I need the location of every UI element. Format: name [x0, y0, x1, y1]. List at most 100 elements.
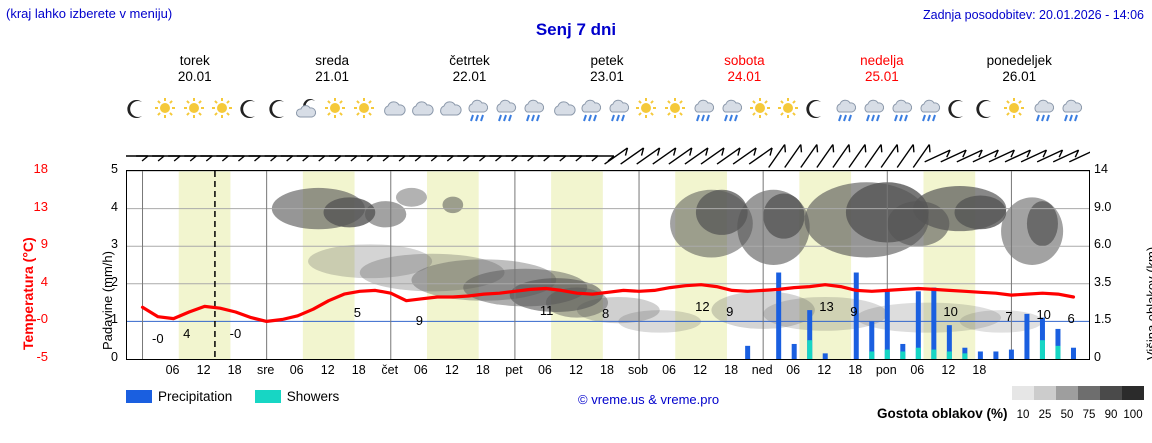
day-header-5: sobota 24.01: [676, 53, 813, 85]
x-tick-12-13: 12: [569, 363, 583, 377]
y-tick-temp-5: 18: [33, 161, 48, 176]
x-tick-12-1: 12: [196, 363, 211, 377]
temp-point-label: 10: [943, 304, 958, 320]
y-tick-temp-3: 9: [40, 236, 48, 252]
cloud-step-10: 10: [1016, 409, 1030, 421]
temp-point-label: 10: [1036, 307, 1051, 323]
x-tick-06-12: 06: [537, 363, 552, 377]
temp-point-label: 4: [183, 326, 191, 341]
day-date: 23.01: [590, 69, 624, 84]
y-tick-temp-4: 13: [33, 198, 48, 214]
y-tick-temp-0: -5: [36, 349, 48, 364]
y-tick-precip-1: 1: [111, 312, 118, 327]
cloud-swatch-75: [1078, 386, 1100, 400]
day-name: četrtek: [449, 53, 490, 68]
x-tick-12-9: 12: [444, 363, 459, 377]
weather-sun-icon: [1001, 96, 1033, 136]
weather-sun-icon: [662, 96, 694, 136]
weather-moon-icon: [803, 96, 835, 136]
day-header-1: torek 20.01: [126, 53, 263, 85]
x-tick-18-22: 18: [848, 363, 863, 377]
weather-moon-icon: [973, 96, 1005, 136]
weather-sun-icon: [181, 96, 213, 136]
weather-sun-icon: [152, 96, 184, 136]
x-tick-18-2: 18: [227, 363, 242, 377]
x-tick-18-10: 18: [475, 363, 490, 377]
weather-sun-icon: [747, 96, 779, 136]
y-tick-cloud-0: 0: [1094, 350, 1101, 364]
last-updated-label: Zadnja posodobitev: 20.01.2026 - 14:06: [922, 8, 1144, 22]
weather-rain-icon: [1030, 96, 1062, 136]
day-name: nedelja: [860, 53, 904, 68]
weather-cloud-icon: [549, 96, 581, 136]
weather-cloud-moon-icon: [294, 96, 326, 136]
temp-point-label: 8: [602, 306, 610, 322]
y-tick-temp-2: 4: [40, 273, 48, 289]
wind-barb-strip: [126, 144, 1090, 168]
temp-point-label: 9: [850, 304, 858, 320]
temp-point-label: 7: [1005, 309, 1013, 325]
cloud-swatch-100: [1122, 386, 1144, 400]
weather-rain-icon: [605, 96, 637, 136]
day-date: 21.01: [315, 69, 350, 84]
y-tick-cloud-5: 14: [1094, 162, 1108, 176]
cloud-step-75: 75: [1082, 409, 1096, 421]
day-name: petek: [590, 53, 624, 68]
cloud-step-100: 100: [1123, 409, 1143, 421]
y-tick-cloud-4: 9.0: [1094, 199, 1112, 214]
y-tick-cloud-3: 6.0: [1094, 237, 1112, 252]
y-tick-cloud-2: 3.5: [1094, 274, 1112, 289]
x-tick-06-0: 06: [165, 363, 180, 377]
legend-swatch-showers: [254, 390, 281, 404]
y-tick-precip-2: 2: [111, 274, 118, 289]
y-axis-title-precip-text: Padavine (mm/h): [100, 251, 115, 350]
y-tick-precip-3: 3: [111, 237, 118, 252]
temp-point-label: -0: [152, 330, 164, 346]
x-tick-06-4: 06: [289, 363, 304, 377]
weather-sun-icon: [209, 96, 241, 136]
y-axis-title-cloudheight: Višina oblakov (km): [1130, 190, 1152, 360]
x-tick-čet-7: čet: [381, 363, 399, 377]
weather-rain-icon: [464, 96, 496, 136]
weather-rain-icon: [860, 96, 892, 136]
temp-point-label: 11: [539, 302, 554, 318]
x-tick-12-17: 12: [693, 363, 708, 377]
cloud-density-title: Gostota oblakov (%): [877, 406, 1008, 421]
day-date: 20.01: [177, 69, 212, 84]
forecast-chart[interactable]: 4 -0 -0 5 9 11 8 12 9 13 9 10 7 10 6: [126, 170, 1090, 360]
x-tick-12-5: 12: [320, 363, 335, 377]
weather-cloud-icon: [407, 96, 439, 136]
x-tick-ned-19: ned: [751, 363, 773, 377]
x-tick-sre-3: sre: [256, 363, 275, 377]
location-menu-hint[interactable]: (kraj lahko izberete v meniju): [6, 6, 173, 21]
x-tick-12-21: 12: [817, 363, 832, 377]
cloud-density-legend: Gostota oblakov (%) 10 25 50 75 90 100: [877, 386, 1144, 423]
day-header-row: torek 20.01 sreda 21.01 četrtek 22.01 petek 23.…: [126, 53, 1090, 87]
weather-rain-icon: [916, 96, 948, 136]
page-title: Senj 7 dni: [535, 20, 617, 39]
y-tick-precip-4: 4: [111, 199, 118, 214]
day-name: ponedeljek: [986, 53, 1052, 68]
day-header-2: sreda 21.01: [263, 53, 400, 85]
day-date: 24.01: [727, 69, 762, 84]
temp-point-label: 9: [726, 304, 734, 320]
cloud-step-50: 50: [1060, 409, 1074, 421]
weather-moon-icon: [237, 96, 269, 136]
y-tick-temp-1: -0: [36, 311, 48, 327]
credit-link[interactable]: © vreme.us & vreme.pro: [578, 392, 720, 407]
weather-sun-icon: [633, 96, 665, 136]
weather-rain-icon: [577, 96, 609, 136]
cloud-swatch-10: [1012, 386, 1034, 400]
chart-legend: Precipitation Showers: [126, 388, 426, 410]
weather-cloud-icon: [435, 96, 467, 136]
day-date: 26.01: [1002, 69, 1037, 84]
weather-sun-icon: [351, 96, 383, 136]
cloud-density-scale: 10 25 50 75 90 100: [1012, 386, 1144, 423]
weather-rain-icon: [520, 96, 552, 136]
day-date: 22.01: [452, 69, 487, 84]
weather-icon-strip: [126, 96, 1090, 138]
temp-point-label: 5: [353, 305, 361, 321]
temp-point-label: 6: [1067, 310, 1075, 326]
weather-rain-icon: [1058, 96, 1090, 136]
weather-sun-icon: [775, 96, 807, 136]
